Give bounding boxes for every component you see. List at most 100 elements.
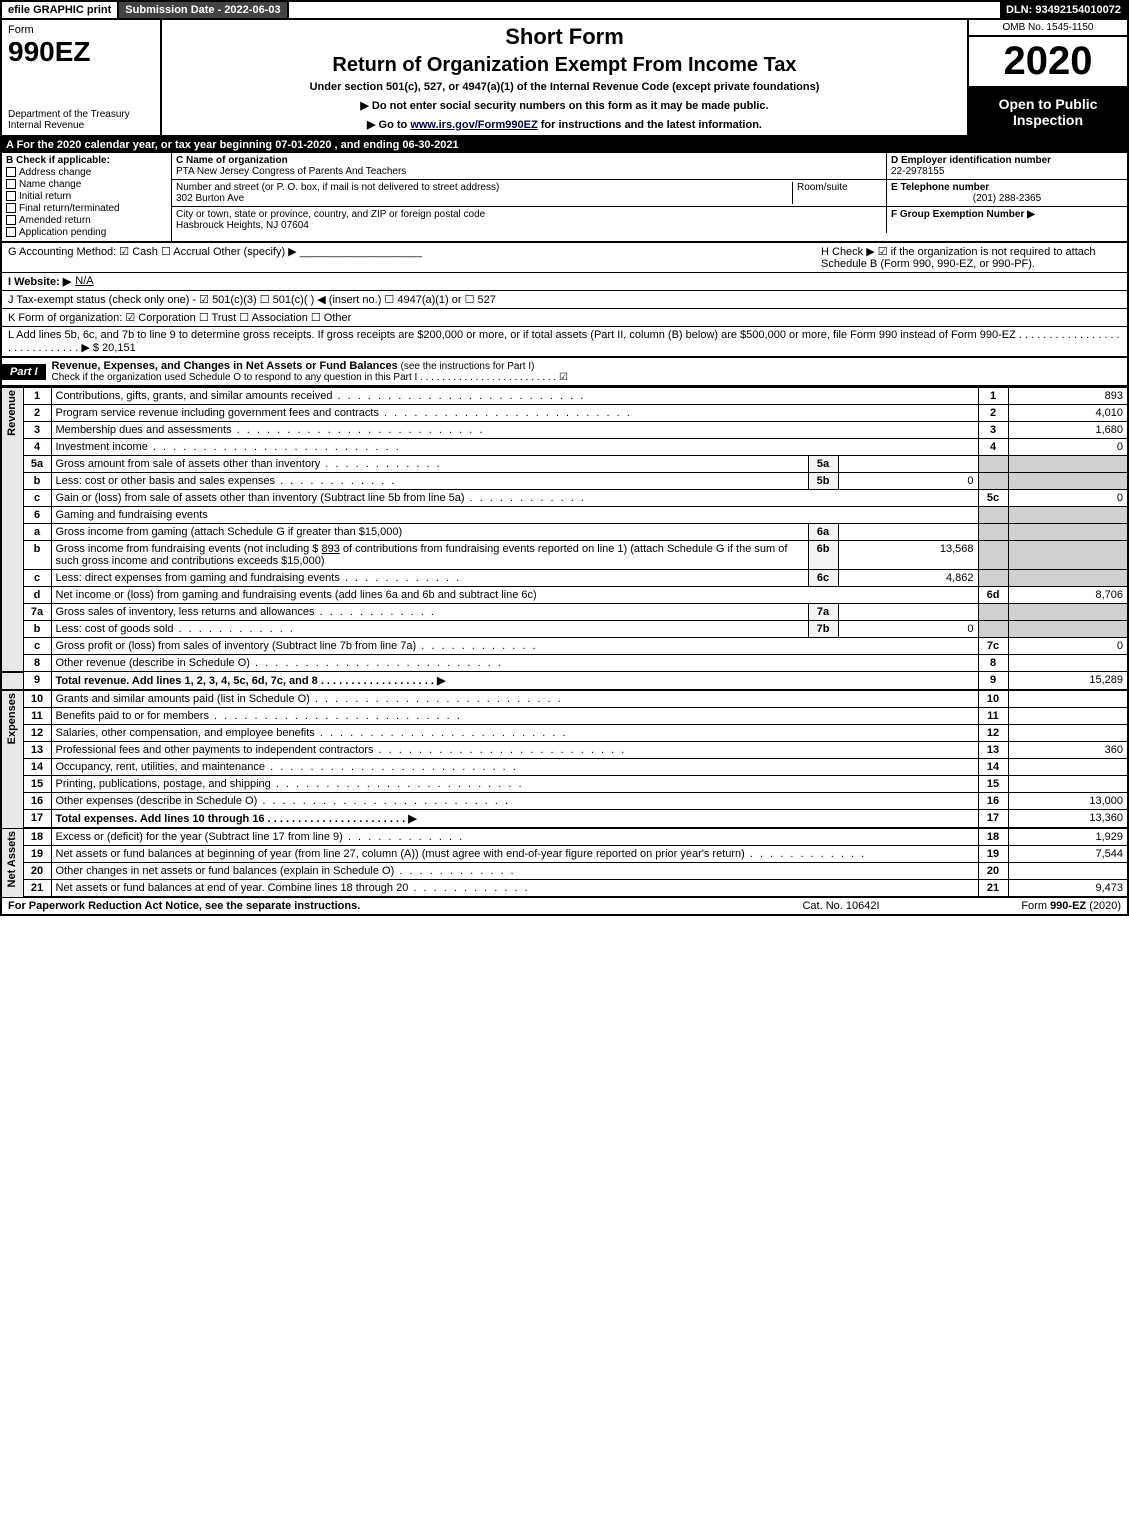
goto-line: ▶ Go to www.irs.gov/Form990EZ for instru… xyxy=(168,118,961,131)
row-15: 15 Printing, publications, postage, and … xyxy=(1,776,1128,793)
row-12: 12 Salaries, other compensation, and emp… xyxy=(1,725,1128,742)
box-def: D Employer identification number 22-2978… xyxy=(887,153,1127,233)
room-suite-label: Room/suite xyxy=(792,182,882,204)
part1-checkline: Check if the organization used Schedule … xyxy=(52,372,1121,383)
row-2: 2 Program service revenue including gove… xyxy=(1,405,1128,422)
row-6c: c Less: direct expenses from gaming and … xyxy=(1,570,1128,587)
line-g: G Accounting Method: ☑ Cash ☐ Accrual Ot… xyxy=(8,245,821,270)
row-5a: 5a Gross amount from sale of assets othe… xyxy=(1,456,1128,473)
dln: DLN: 93492154010072 xyxy=(1000,2,1127,18)
form-number: 990EZ xyxy=(8,36,154,68)
row-5b: b Less: cost or other basis and sales ex… xyxy=(1,473,1128,490)
line-k-text: K Form of organization: ☑ Corporation ☐ … xyxy=(8,311,351,324)
cb-application-pending[interactable]: Application pending xyxy=(6,227,167,238)
desc-1: Contributions, gifts, grants, and simila… xyxy=(51,388,978,405)
box-c-label: C Name of organization xyxy=(176,155,882,166)
rn-1: 1 xyxy=(978,388,1008,405)
ein: 22-2978155 xyxy=(891,166,1123,177)
efile-print-button[interactable]: efile GRAPHIC print xyxy=(2,2,119,18)
expenses-vert-label: Expenses xyxy=(1,690,23,828)
entity-block: B Check if applicable: Address change Na… xyxy=(0,153,1129,243)
part1-label: Part I xyxy=(2,364,46,380)
row-5c: c Gain or (loss) from sale of assets oth… xyxy=(1,490,1128,507)
box-e-label: E Telephone number xyxy=(891,182,1123,193)
header-left: Form 990EZ Department of the Treasury In… xyxy=(2,20,162,135)
goto-pre: ▶ Go to xyxy=(367,119,410,131)
street: 302 Burton Ave xyxy=(176,193,792,204)
row-1: Revenue 1 Contributions, gifts, grants, … xyxy=(1,388,1128,405)
short-form-title: Short Form xyxy=(168,24,961,50)
line-i: I Website: ▶ N/A xyxy=(0,273,1129,291)
row-17: 17 Total expenses. Add lines 10 through … xyxy=(1,810,1128,829)
form-footer-ref: Form 990-EZ (2020) xyxy=(941,900,1121,912)
box-b: B Check if applicable: Address change Na… xyxy=(2,153,172,241)
telephone: (201) 288-2365 xyxy=(891,193,1123,204)
tax-period: A For the 2020 calendar year, or tax yea… xyxy=(0,137,1129,153)
paperwork-notice: For Paperwork Reduction Act Notice, see … xyxy=(8,900,741,912)
cb-address-change[interactable]: Address change xyxy=(6,167,167,178)
line-i-label: I Website: ▶ xyxy=(8,275,71,288)
cb-initial-return[interactable]: Initial return xyxy=(6,191,167,202)
header-right: OMB No. 1545-1150 2020 Open to Public In… xyxy=(967,20,1127,135)
form-header: Form 990EZ Department of the Treasury In… xyxy=(0,20,1129,137)
netassets-vert-label: Net Assets xyxy=(1,828,23,897)
cb-amended-return[interactable]: Amended return xyxy=(6,215,167,226)
line-j: J Tax-exempt status (check only one) - ☑… xyxy=(0,291,1129,309)
row-7c: c Gross profit or (loss) from sales of i… xyxy=(1,638,1128,655)
cb-final-return[interactable]: Final return/terminated xyxy=(6,203,167,214)
city-state-zip: Hasbrouck Heights, NJ 07604 xyxy=(176,220,882,231)
dept-treasury: Department of the Treasury xyxy=(8,109,154,120)
row-21: 21 Net assets or fund balances at end of… xyxy=(1,880,1128,898)
row-18: Net Assets 18 Excess or (deficit) for th… xyxy=(1,828,1128,846)
omb-number: OMB No. 1545-1150 xyxy=(969,20,1127,37)
box-cdef: C Name of organization PTA New Jersey Co… xyxy=(172,153,1127,241)
cb-name-change[interactable]: Name change xyxy=(6,179,167,190)
cat-no: Cat. No. 10642I xyxy=(741,900,941,912)
org-name: PTA New Jersey Congress of Parents And T… xyxy=(176,166,882,177)
top-spacer xyxy=(289,2,1000,18)
irs-link[interactable]: www.irs.gov/Form990EZ xyxy=(410,119,537,131)
revenue-vert-label: Revenue xyxy=(1,388,23,672)
row-9: 9 Total revenue. Add lines 1, 2, 3, 4, 5… xyxy=(1,672,1128,691)
row-6d: d Net income or (loss) from gaming and f… xyxy=(1,587,1128,604)
page-footer: For Paperwork Reduction Act Notice, see … xyxy=(0,898,1129,916)
line-k: K Form of organization: ☑ Corporation ☐ … xyxy=(0,309,1129,327)
box-c: C Name of organization PTA New Jersey Co… xyxy=(172,153,887,233)
lineno-1: 1 xyxy=(23,388,51,405)
box-b-title: B Check if applicable: xyxy=(6,155,167,166)
tax-year: 2020 xyxy=(969,37,1127,88)
row-20: 20 Other changes in net assets or fund b… xyxy=(1,863,1128,880)
goto-post: for instructions and the latest informat… xyxy=(541,119,762,131)
ssn-warning: ▶ Do not enter social security numbers o… xyxy=(168,99,961,112)
line-l: L Add lines 5b, 6c, and 7b to line 9 to … xyxy=(0,327,1129,358)
city-label: City or town, state or province, country… xyxy=(176,209,882,220)
row-13: 13 Professional fees and other payments … xyxy=(1,742,1128,759)
row-16: 16 Other expenses (describe in Schedule … xyxy=(1,793,1128,810)
dept-irs: Internal Revenue xyxy=(8,120,154,131)
box-d-label: D Employer identification number xyxy=(891,155,1123,166)
line-j-text: J Tax-exempt status (check only one) - ☑… xyxy=(8,293,496,306)
under-section: Under section 501(c), 527, or 4947(a)(1)… xyxy=(168,81,961,93)
row-8: 8 Other revenue (describe in Schedule O)… xyxy=(1,655,1128,672)
row-6: 6 Gaming and fundraising events xyxy=(1,507,1128,524)
submission-date: Submission Date - 2022-06-03 xyxy=(119,2,288,18)
line-h: H Check ▶ ☑ if the organization is not r… xyxy=(821,245,1121,270)
part1-header: Part I Revenue, Expenses, and Changes in… xyxy=(0,358,1129,387)
row-10: Expenses 10 Grants and similar amounts p… xyxy=(1,690,1128,708)
street-label: Number and street (or P. O. box, if mail… xyxy=(176,182,792,193)
row-19: 19 Net assets or fund balances at beginn… xyxy=(1,846,1128,863)
amt-1: 893 xyxy=(1008,388,1128,405)
row-7b: b Less: cost of goods sold 7b 0 xyxy=(1,621,1128,638)
row-14: 14 Occupancy, rent, utilities, and maint… xyxy=(1,759,1128,776)
row-11: 11 Benefits paid to or for members 11 xyxy=(1,708,1128,725)
return-title: Return of Organization Exempt From Incom… xyxy=(168,54,961,77)
part1-title: Revenue, Expenses, and Changes in Net As… xyxy=(46,358,1127,385)
row-7a: 7a Gross sales of inventory, less return… xyxy=(1,604,1128,621)
form-label: Form xyxy=(8,24,154,36)
part1-table: Revenue 1 Contributions, gifts, grants, … xyxy=(0,387,1129,898)
line-l-text: L Add lines 5b, 6c, and 7b to line 9 to … xyxy=(8,329,1121,354)
box-f-label: F Group Exemption Number ▶ xyxy=(891,209,1035,220)
website-value: N/A xyxy=(75,275,93,288)
line-g-h: G Accounting Method: ☑ Cash ☐ Accrual Ot… xyxy=(0,243,1129,273)
row-6a: a Gross income from gaming (attach Sched… xyxy=(1,524,1128,541)
